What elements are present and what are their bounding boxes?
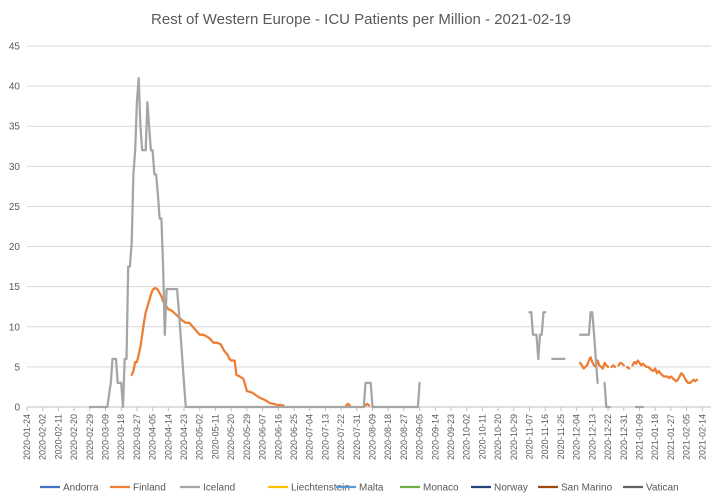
x-tick-label: 2020-05-29 <box>242 414 252 460</box>
series-layer <box>88 76 699 409</box>
x-tick-label: 2020-04-23 <box>179 414 189 460</box>
x-tick-label: 2020-11-25 <box>556 414 566 459</box>
x-tick-label: 2020-03-27 <box>132 414 142 460</box>
x-tick-label: 2020-06-07 <box>258 414 268 460</box>
legend-label: Liechtenstein <box>291 483 350 494</box>
legend-label: Iceland <box>203 483 235 494</box>
x-tick-label: 2020-04-05 <box>148 414 158 460</box>
legend-label: Andorra <box>63 483 99 494</box>
x-tick-label: 2021-01-18 <box>650 414 660 460</box>
legend: Andorra Finland Iceland Liechtenstein Malta M… <box>40 483 679 494</box>
x-tick-label: 2020-02-29 <box>85 414 95 460</box>
legend-label: Malta <box>359 483 384 494</box>
series-line-iceland <box>88 76 421 409</box>
x-tick-label: 2020-02-20 <box>69 414 79 460</box>
y-tick-label: 5 <box>14 362 20 373</box>
grid <box>27 45 711 408</box>
series-line-iceland <box>551 311 645 409</box>
y-tick-label: 45 <box>9 42 21 53</box>
x-axis: 2020-01-24 2020-02-02 2020-02-11 2020-02-20… <box>22 407 707 460</box>
y-tick-label: 40 <box>9 82 21 93</box>
x-tick-label: 2020-12-04 <box>572 414 582 460</box>
legend-label: Monaco <box>423 483 459 494</box>
series-line-finland <box>130 287 699 407</box>
x-tick-label: 2020-10-11 <box>477 414 487 459</box>
y-tick-label: 20 <box>9 242 21 253</box>
x-tick-label: 2020-05-20 <box>226 414 236 460</box>
x-tick-label: 2021-01-27 <box>666 414 676 460</box>
x-tick-label: 2020-10-02 <box>462 414 472 460</box>
y-tick-label: 25 <box>9 202 21 213</box>
x-tick-label: 2020-07-22 <box>336 414 346 460</box>
y-axis: 0 5 10 15 20 25 30 35 40 45 <box>9 42 21 414</box>
x-tick-label: 2020-04-14 <box>163 414 173 460</box>
x-tick-label: 2021-01-09 <box>634 414 644 460</box>
x-tick-label: 2020-09-14 <box>430 414 440 460</box>
x-tick-label: 2020-03-18 <box>116 414 126 460</box>
x-tick-label: 2020-12-13 <box>587 414 597 460</box>
x-tick-label: 2020-08-27 <box>399 414 409 460</box>
x-tick-label: 2020-07-13 <box>320 414 330 460</box>
x-tick-label: 2020-09-05 <box>415 414 425 460</box>
x-tick-label: 2020-02-11 <box>53 414 63 459</box>
y-tick-label: 0 <box>14 403 20 414</box>
x-tick-label: 2020-03-09 <box>101 414 111 460</box>
x-tick-label: 2020-11-07 <box>525 414 535 459</box>
x-tick-label: 2020-09-23 <box>446 414 456 460</box>
x-tick-label: 2020-12-22 <box>603 414 613 460</box>
chart-title: Rest of Western Europe - ICU Patients pe… <box>151 11 571 28</box>
legend-label: San Marino <box>561 483 613 494</box>
x-tick-label: 2020-08-18 <box>383 414 393 460</box>
x-tick-label: 2020-12-31 <box>619 414 629 460</box>
legend-label: Finland <box>133 483 166 494</box>
x-tick-label: 2020-11-16 <box>540 414 550 459</box>
x-tick-label: 2020-06-25 <box>289 414 299 460</box>
x-tick-label: 2020-05-02 <box>195 414 205 460</box>
x-tick-label: 2020-07-31 <box>352 414 362 460</box>
x-tick-label: 2021-02-05 <box>682 414 692 460</box>
y-tick-label: 15 <box>9 282 21 293</box>
x-tick-label: 2020-10-20 <box>493 414 503 460</box>
x-tick-label: 2020-10-29 <box>509 414 519 460</box>
x-tick-label: 2020-08-09 <box>367 414 377 460</box>
legend-label: Norway <box>494 483 528 494</box>
legend-label: Vatican <box>646 483 679 494</box>
x-tick-label: 2020-05-11 <box>210 414 220 459</box>
y-tick-label: 30 <box>9 162 21 173</box>
series-line-iceland <box>528 311 547 361</box>
x-tick-label: 2021-02-14 <box>697 414 707 460</box>
y-tick-label: 10 <box>9 322 21 333</box>
x-tick-label: 2020-01-24 <box>22 414 32 460</box>
x-tick-label: 2020-06-16 <box>273 414 283 460</box>
x-tick-label: 2020-07-04 <box>305 414 315 460</box>
y-tick-label: 35 <box>9 122 21 133</box>
x-tick-label: 2020-02-02 <box>38 414 48 460</box>
